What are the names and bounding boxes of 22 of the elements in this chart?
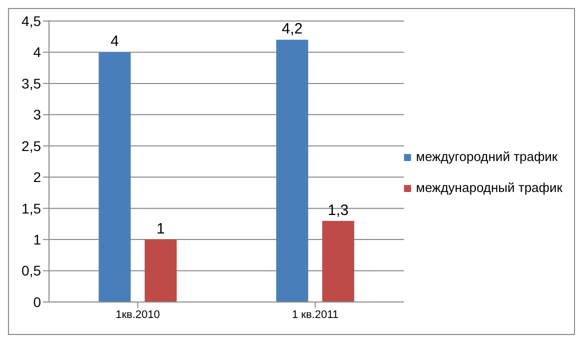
bar	[144, 240, 177, 302]
y-tick-label: 3	[33, 106, 42, 123]
x-tick-label: 1 кв.2011	[292, 308, 339, 321]
bar	[322, 220, 354, 302]
data-label: 4,2	[282, 20, 303, 38]
y-tick-label: 0,5	[22, 262, 42, 279]
y-tick-label: 2,5	[22, 138, 42, 154]
bar	[98, 52, 131, 302]
x-tick-label: 1кв.2010	[116, 308, 160, 321]
bar	[276, 40, 308, 302]
data-label: 4	[110, 33, 119, 50]
y-tick-label: 0	[33, 294, 42, 310]
legend-label: международный трафик	[416, 180, 562, 194]
y-tick-label: 4,5	[22, 12, 42, 29]
y-tick-label: 2	[33, 169, 42, 186]
y-tick-label: 1,5	[22, 200, 42, 216]
data-label: 1,3	[328, 202, 349, 219]
y-tick-label: 3,5	[22, 75, 42, 92]
y-tick-label: 4	[33, 44, 42, 60]
data-label: 1	[156, 220, 165, 238]
legend-label: междугородний трафик	[416, 148, 558, 164]
y-tick-label: 1	[33, 232, 42, 248]
